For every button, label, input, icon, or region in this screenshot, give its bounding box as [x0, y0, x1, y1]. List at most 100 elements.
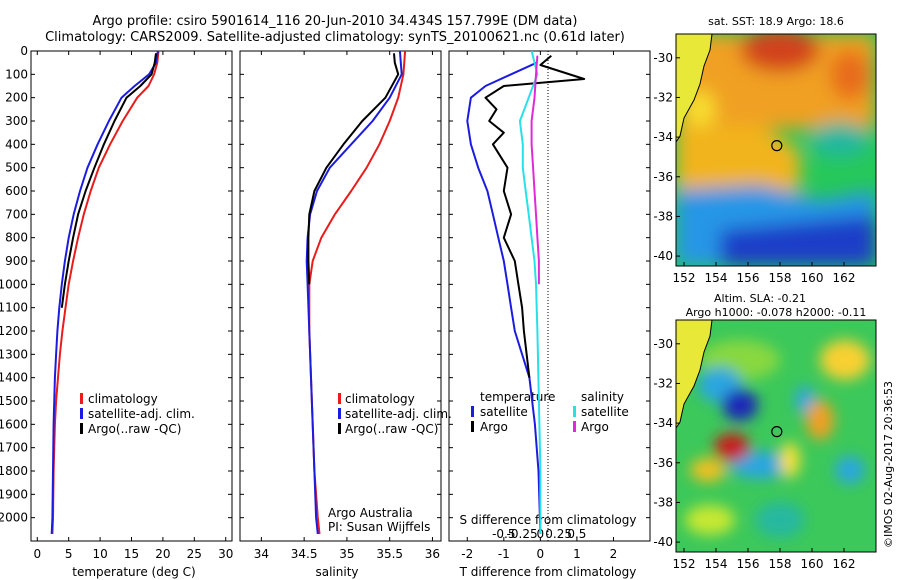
- sst-map-frame: [675, 33, 877, 267]
- s-tick-label: 0.5: [567, 527, 586, 541]
- legend-swatch-climatology: [80, 393, 83, 404]
- difference-panel-frame: [448, 50, 651, 542]
- map-y-tick-label: -30: [653, 337, 673, 351]
- sst-map-title: sat. SST: 18.9 Argo: 18.6: [708, 15, 844, 28]
- y-tick-label: 900: [5, 254, 28, 268]
- legend-label-t-argo: Argo: [480, 420, 508, 434]
- imos-credit: ©IMOS 02-Aug-2017 20:36:53: [882, 381, 895, 548]
- s-tick-label: -0.25: [507, 527, 538, 541]
- x-tick-label: 36: [425, 547, 440, 561]
- y-tick-label: 1800: [0, 464, 28, 478]
- map-x-tick-label: 158: [769, 271, 792, 285]
- x-tick-label: 0: [33, 547, 41, 561]
- temperature-xlabel: temperature (deg C): [72, 565, 195, 579]
- map-x-tick-label: 152: [673, 557, 696, 571]
- legend-label-s-argo: Argo: [581, 420, 609, 434]
- x-tick-label: 20: [155, 547, 170, 561]
- y-tick-label: 300: [5, 114, 28, 128]
- x-tick-label: 30: [218, 547, 233, 561]
- salinity-diff-legend: salinity satellite Argo: [573, 390, 629, 434]
- x-tick-label: 5: [65, 547, 73, 561]
- y-tick-label: 1600: [0, 417, 28, 431]
- map-x-tick-label: 162: [833, 271, 856, 285]
- y-tick-label: 500: [5, 161, 28, 175]
- legend-swatch-argo: [338, 423, 341, 434]
- y-tick-label: 600: [5, 184, 28, 198]
- map-y-tick-label: -36: [653, 170, 673, 184]
- map-y-tick-label: -40: [653, 249, 673, 263]
- map-x-tick-label: 154: [705, 557, 728, 571]
- legend-swatch-s-satellite: [573, 406, 576, 417]
- series-line-climatology: [308, 50, 407, 535]
- difference-panel: T difference from climatology S differen…: [448, 50, 651, 579]
- y-tick-label: 1100: [0, 301, 28, 315]
- legend-label-s-satellite: satellite: [581, 405, 629, 419]
- sla-map: Altim. SLA: -0.21 Argo h1000: -0.078 h20…: [653, 292, 877, 571]
- x-tick-label: -1: [498, 547, 510, 561]
- figure-title-line2: Climatology: CARS2009. Satellite-adjuste…: [45, 30, 625, 45]
- series-line-argo-raw-qc-: [307, 53, 400, 285]
- map-x-tick-label: 156: [737, 557, 760, 571]
- y-tick-label: 1200: [0, 324, 28, 338]
- y-tick-label: 400: [5, 137, 28, 151]
- series-line-climatology: [51, 50, 160, 535]
- y-tick-label: 1300: [0, 347, 28, 361]
- legend-label-climatology: climatology: [88, 392, 158, 406]
- map-x-tick-label: 156: [737, 271, 760, 285]
- legend-title-salinity: salinity: [581, 390, 624, 404]
- y-tick-label: 1700: [0, 441, 28, 455]
- legend-swatch-s-argo: [573, 421, 576, 432]
- legend-swatch-satellite: [80, 408, 83, 419]
- x-tick-label: 34: [254, 547, 269, 561]
- map-x-tick-label: 162: [833, 557, 856, 571]
- temperature-legend: climatology satellite-adj. clim. Argo(..…: [80, 392, 195, 436]
- argo-profile-marker: [771, 426, 783, 438]
- legend-swatch-t-satellite: [471, 406, 474, 417]
- legend-swatch-t-argo: [471, 421, 474, 432]
- series-line-temperature-argo: [484, 54, 586, 378]
- sla-map-subtitle: Argo h1000: -0.078 h2000: -0.11: [686, 306, 867, 319]
- x-tick-label: 25: [187, 547, 202, 561]
- map-y-tick-label: -40: [653, 535, 673, 549]
- x-tick-label: 2: [610, 547, 618, 561]
- map-x-tick-label: 154: [705, 271, 728, 285]
- sst-land: [676, 34, 713, 143]
- pi-annotation: PI: Susan Wijffels: [328, 520, 430, 534]
- map-y-tick-label: -34: [653, 416, 673, 430]
- x-tick-label: 35: [339, 547, 354, 561]
- x-tick-label: 15: [124, 547, 139, 561]
- legend-swatch-satellite: [338, 408, 341, 419]
- sst-field: [676, 34, 876, 266]
- legend-title-temperature: temperature: [480, 390, 555, 404]
- series-line-salinity-satellite: [518, 50, 542, 534]
- x-tick-label: 35.5: [376, 547, 403, 561]
- map-y-tick-label: -34: [653, 130, 673, 144]
- y-tick-label: 1000: [0, 277, 28, 291]
- salinity-legend: climatology satellite-adj. clim. Argo(..…: [338, 392, 452, 436]
- legend-label-satellite: satellite-adj. clim.: [88, 407, 195, 421]
- legend-swatch-climatology: [338, 393, 341, 404]
- map-x-tick-label: 160: [801, 271, 824, 285]
- difference-xlabel: T difference from climatology: [459, 565, 637, 579]
- map-x-tick-label: 160: [801, 557, 824, 571]
- y-tick-label: 100: [5, 67, 28, 81]
- legend-label-climatology: climatology: [345, 392, 415, 406]
- s-difference-label: S difference from climatology: [460, 513, 637, 527]
- sla-land: [676, 320, 713, 429]
- s-tick-label: -0.5: [492, 527, 515, 541]
- y-tick-label: 700: [5, 207, 28, 221]
- temperature-diff-legend: temperature satellite Argo: [471, 390, 555, 434]
- sla-map-frame: [675, 319, 877, 553]
- y-tick-label: 1500: [0, 394, 28, 408]
- x-tick-label: 1: [573, 547, 581, 561]
- argo-profile-marker: [771, 140, 783, 152]
- map-y-tick-label: -32: [653, 376, 673, 390]
- x-tick-label: 34.5: [291, 547, 318, 561]
- y-tick-label: 1400: [0, 371, 28, 385]
- y-tick-label: 200: [5, 91, 28, 105]
- sst-map: sat. SST: 18.9 Argo: 18.6 152 154 156 158 16…: [653, 15, 877, 285]
- x-tick-label: -2: [461, 547, 473, 561]
- legend-swatch-argo: [80, 423, 83, 434]
- map-y-tick-label: -36: [653, 456, 673, 470]
